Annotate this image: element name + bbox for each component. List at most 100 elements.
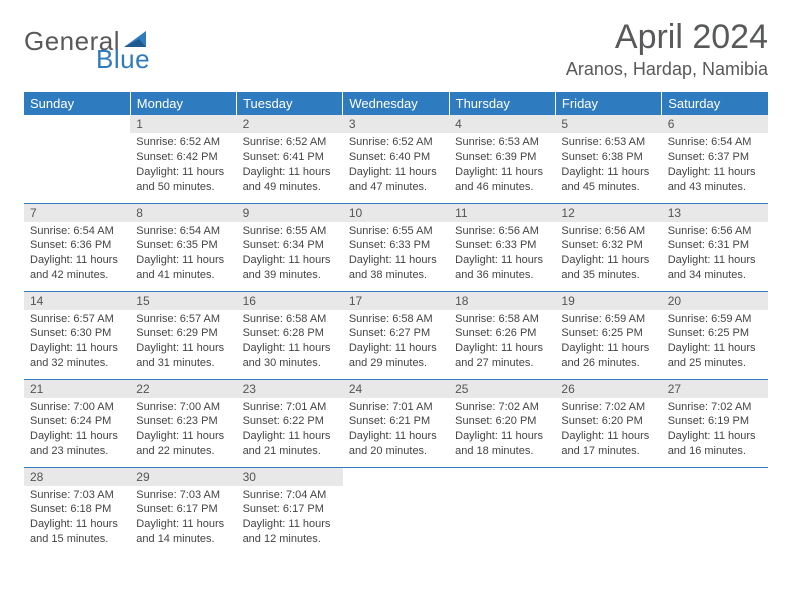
calendar-cell: 14Sunrise: 6:57 AMSunset: 6:30 PMDayligh… [24, 291, 130, 379]
sunrise-text: Sunrise: 6:54 AM [30, 224, 124, 239]
sunset-text: Sunset: 6:18 PM [30, 502, 124, 517]
calendar-cell: 23Sunrise: 7:01 AMSunset: 6:22 PMDayligh… [237, 379, 343, 467]
sunset-text: Sunset: 6:36 PM [30, 238, 124, 253]
daylight-text-1: Daylight: 11 hours [349, 165, 443, 180]
day-number: 27 [662, 380, 768, 398]
daylight-text-2: and 27 minutes. [455, 356, 549, 371]
dayhead-tuesday: Tuesday [237, 92, 343, 115]
daylight-text-2: and 38 minutes. [349, 268, 443, 283]
calendar-cell: 6Sunrise: 6:54 AMSunset: 6:37 PMDaylight… [662, 115, 768, 203]
sunrise-text: Sunrise: 6:54 AM [136, 224, 230, 239]
daylight-text-1: Daylight: 11 hours [668, 341, 762, 356]
sunrise-text: Sunrise: 7:02 AM [561, 400, 655, 415]
daylight-text-2: and 47 minutes. [349, 180, 443, 195]
day-header-row: Sunday Monday Tuesday Wednesday Thursday… [24, 92, 768, 115]
calendar-cell: 10Sunrise: 6:55 AMSunset: 6:33 PMDayligh… [343, 203, 449, 291]
calendar-week-row: 21Sunrise: 7:00 AMSunset: 6:24 PMDayligh… [24, 379, 768, 467]
sunrise-text: Sunrise: 6:57 AM [136, 312, 230, 327]
calendar-cell: 2Sunrise: 6:52 AMSunset: 6:41 PMDaylight… [237, 115, 343, 203]
location-text: Aranos, Hardap, Namibia [566, 59, 768, 80]
daylight-text-2: and 18 minutes. [455, 444, 549, 459]
sunset-text: Sunset: 6:19 PM [668, 414, 762, 429]
logo-text-blue: Blue [96, 44, 150, 75]
dayhead-monday: Monday [130, 92, 236, 115]
calendar-cell: 20Sunrise: 6:59 AMSunset: 6:25 PMDayligh… [662, 291, 768, 379]
day-body: Sunrise: 7:02 AMSunset: 6:20 PMDaylight:… [555, 398, 661, 463]
dayhead-sunday: Sunday [24, 92, 130, 115]
day-number: 5 [555, 115, 661, 133]
daylight-text-2: and 16 minutes. [668, 444, 762, 459]
sunrise-text: Sunrise: 7:00 AM [136, 400, 230, 415]
calendar-week-row: 28Sunrise: 7:03 AMSunset: 6:18 PMDayligh… [24, 467, 768, 555]
calendar-cell: 7Sunrise: 6:54 AMSunset: 6:36 PMDaylight… [24, 203, 130, 291]
daylight-text-1: Daylight: 11 hours [136, 517, 230, 532]
day-number: 13 [662, 204, 768, 222]
sunrise-text: Sunrise: 6:56 AM [455, 224, 549, 239]
daylight-text-2: and 35 minutes. [561, 268, 655, 283]
day-body: Sunrise: 6:55 AMSunset: 6:33 PMDaylight:… [343, 222, 449, 287]
calendar-cell: 15Sunrise: 6:57 AMSunset: 6:29 PMDayligh… [130, 291, 236, 379]
day-body: Sunrise: 6:58 AMSunset: 6:27 PMDaylight:… [343, 310, 449, 375]
calendar-cell: 9Sunrise: 6:55 AMSunset: 6:34 PMDaylight… [237, 203, 343, 291]
calendar-cell [343, 467, 449, 555]
daylight-text-2: and 36 minutes. [455, 268, 549, 283]
sunrise-text: Sunrise: 6:55 AM [349, 224, 443, 239]
daylight-text-1: Daylight: 11 hours [30, 341, 124, 356]
sunset-text: Sunset: 6:40 PM [349, 150, 443, 165]
day-number: 14 [24, 292, 130, 310]
sunrise-text: Sunrise: 7:02 AM [455, 400, 549, 415]
sunset-text: Sunset: 6:31 PM [668, 238, 762, 253]
day-body: Sunrise: 7:00 AMSunset: 6:23 PMDaylight:… [130, 398, 236, 463]
daylight-text-2: and 31 minutes. [136, 356, 230, 371]
sunrise-text: Sunrise: 7:00 AM [30, 400, 124, 415]
daylight-text-2: and 32 minutes. [30, 356, 124, 371]
sunset-text: Sunset: 6:21 PM [349, 414, 443, 429]
daylight-text-1: Daylight: 11 hours [455, 429, 549, 444]
sunrise-text: Sunrise: 6:58 AM [349, 312, 443, 327]
sunset-text: Sunset: 6:20 PM [455, 414, 549, 429]
calendar-cell [449, 467, 555, 555]
calendar-cell [555, 467, 661, 555]
sunrise-text: Sunrise: 7:04 AM [243, 488, 337, 503]
day-number: 30 [237, 468, 343, 486]
daylight-text-1: Daylight: 11 hours [243, 341, 337, 356]
calendar-cell: 8Sunrise: 6:54 AMSunset: 6:35 PMDaylight… [130, 203, 236, 291]
day-number: 12 [555, 204, 661, 222]
calendar-cell [24, 115, 130, 203]
day-body: Sunrise: 6:54 AMSunset: 6:36 PMDaylight:… [24, 222, 130, 287]
day-number: 24 [343, 380, 449, 398]
day-body: Sunrise: 7:01 AMSunset: 6:22 PMDaylight:… [237, 398, 343, 463]
day-number: 26 [555, 380, 661, 398]
daylight-text-2: and 20 minutes. [349, 444, 443, 459]
dayhead-wednesday: Wednesday [343, 92, 449, 115]
sunset-text: Sunset: 6:29 PM [136, 326, 230, 341]
calendar-cell: 18Sunrise: 6:58 AMSunset: 6:26 PMDayligh… [449, 291, 555, 379]
calendar-cell [662, 467, 768, 555]
day-number: 4 [449, 115, 555, 133]
calendar-cell: 30Sunrise: 7:04 AMSunset: 6:17 PMDayligh… [237, 467, 343, 555]
sunrise-text: Sunrise: 6:59 AM [668, 312, 762, 327]
sunset-text: Sunset: 6:39 PM [455, 150, 549, 165]
sunrise-text: Sunrise: 6:52 AM [243, 135, 337, 150]
day-body: Sunrise: 7:03 AMSunset: 6:17 PMDaylight:… [130, 486, 236, 551]
sunset-text: Sunset: 6:41 PM [243, 150, 337, 165]
daylight-text-1: Daylight: 11 hours [243, 517, 337, 532]
day-number: 18 [449, 292, 555, 310]
calendar-week-row: 14Sunrise: 6:57 AMSunset: 6:30 PMDayligh… [24, 291, 768, 379]
day-number: 7 [24, 204, 130, 222]
calendar-cell: 5Sunrise: 6:53 AMSunset: 6:38 PMDaylight… [555, 115, 661, 203]
calendar-cell: 16Sunrise: 6:58 AMSunset: 6:28 PMDayligh… [237, 291, 343, 379]
sunrise-text: Sunrise: 6:53 AM [455, 135, 549, 150]
daylight-text-2: and 34 minutes. [668, 268, 762, 283]
day-body: Sunrise: 6:52 AMSunset: 6:40 PMDaylight:… [343, 133, 449, 198]
daylight-text-1: Daylight: 11 hours [561, 341, 655, 356]
calendar-cell: 22Sunrise: 7:00 AMSunset: 6:23 PMDayligh… [130, 379, 236, 467]
calendar-week-row: 1Sunrise: 6:52 AMSunset: 6:42 PMDaylight… [24, 115, 768, 203]
calendar-cell: 12Sunrise: 6:56 AMSunset: 6:32 PMDayligh… [555, 203, 661, 291]
daylight-text-1: Daylight: 11 hours [561, 165, 655, 180]
day-body: Sunrise: 7:03 AMSunset: 6:18 PMDaylight:… [24, 486, 130, 551]
daylight-text-1: Daylight: 11 hours [455, 341, 549, 356]
daylight-text-1: Daylight: 11 hours [561, 429, 655, 444]
sunrise-text: Sunrise: 6:54 AM [668, 135, 762, 150]
calendar-cell: 29Sunrise: 7:03 AMSunset: 6:17 PMDayligh… [130, 467, 236, 555]
